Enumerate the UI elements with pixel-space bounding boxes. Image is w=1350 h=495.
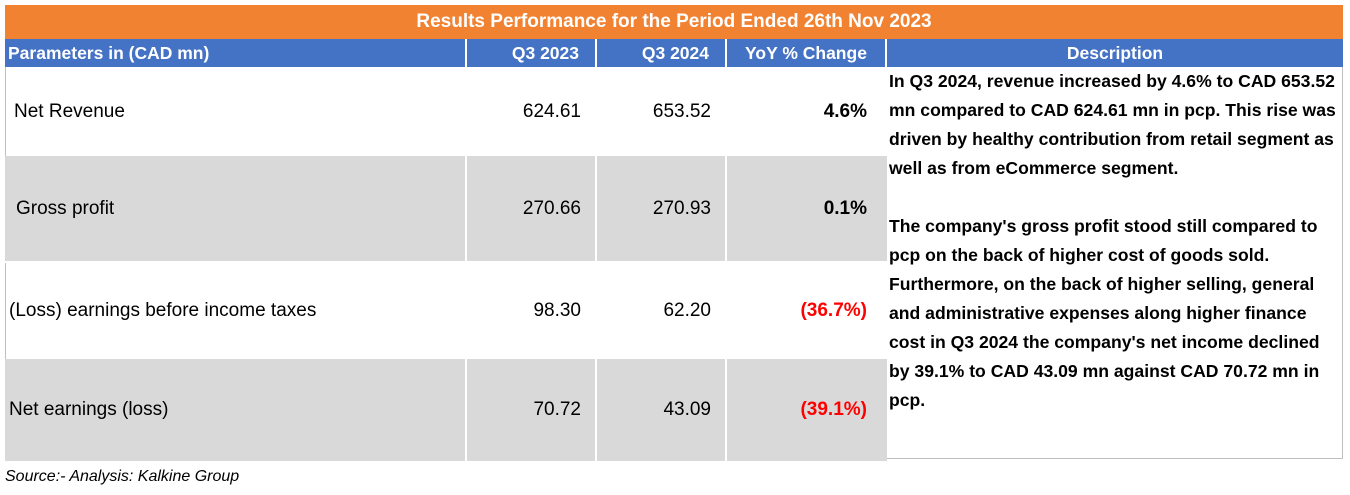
column-header-q3-2024: Q3 2024 [597, 39, 727, 67]
q3-2024-value: 43.09 [597, 359, 727, 461]
column-header-q3-2023: Q3 2023 [467, 39, 597, 67]
q3-2023-value: 270.66 [467, 156, 597, 261]
row-label: Gross profit [5, 156, 467, 261]
description-paragraph-revenue: In Q3 2024, revenue increased by 4.6% to… [889, 71, 1336, 178]
source-note: Source:- Analysis: Kalkine Group [5, 468, 240, 485]
q3-2024-value: 62.20 [597, 263, 727, 359]
column-header-description: Description [1066, 42, 1164, 63]
description-paragraph-profit: The company's gross profit stood still c… [889, 216, 1320, 410]
q3-2023-value: 624.61 [467, 67, 597, 156]
table-title: Results Performance for the Period Ended… [5, 5, 1343, 39]
yoy-change-value: 0.1% [727, 156, 887, 261]
column-header-yoy-change: YoY % Change [727, 39, 887, 67]
description-cell: In Q3 2024, revenue increased by 4.6% to… [887, 67, 1342, 415]
table-row-gross-profit: Gross profit 270.66 270.93 0.1% [5, 156, 887, 263]
table-row-net-earnings: Net earnings (loss) 70.72 43.09 (39.1%) [5, 359, 887, 461]
q3-2024-value: 270.93 [597, 156, 727, 261]
table-row-earnings-before-taxes: (Loss) earnings before income taxes 98.3… [5, 263, 887, 359]
table-header: Parameters in (CAD mn) Q3 2023 Q3 2024 Y… [5, 39, 1343, 67]
q3-2023-value: 70.72 [467, 359, 597, 461]
column-header-parameters: Parameters in (CAD mn) [5, 39, 467, 67]
yoy-change-value: (36.7%) [800, 300, 867, 321]
row-label: Net earnings (loss) [5, 359, 467, 461]
row-label: Net Revenue [5, 67, 467, 156]
table-row-net-revenue: Net Revenue 624.61 653.52 4.6% [5, 67, 887, 156]
yoy-change-value: (39.1%) [727, 359, 887, 461]
q3-2023-value: 98.30 [467, 263, 597, 359]
q3-2024-value: 653.52 [597, 67, 727, 156]
yoy-change-value: 4.6% [823, 100, 867, 122]
row-label: (Loss) earnings before income taxes [5, 263, 467, 359]
table-body: Net Revenue 624.61 653.52 4.6% Gross pro… [5, 67, 887, 461]
